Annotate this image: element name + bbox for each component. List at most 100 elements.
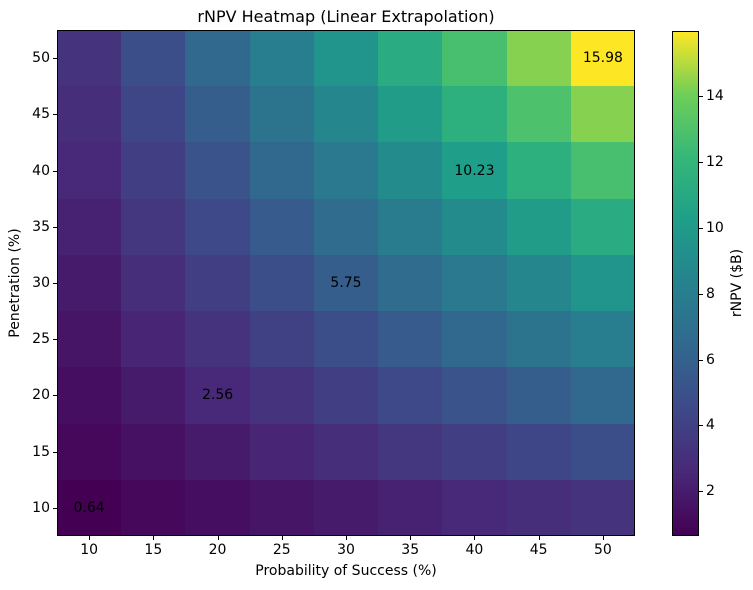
heatmap-plot-area: 0.64 2.56 5.75 10.23 15.98 (57, 30, 635, 536)
heatmap-cell (507, 86, 571, 142)
heatmap-cell (507, 30, 571, 86)
y-tick-label: 20 (32, 387, 50, 404)
colorbar-tick-mark (699, 228, 703, 229)
heatmap-cell (250, 367, 314, 424)
heatmap-cell (442, 86, 507, 142)
heatmap-cell (442, 311, 507, 367)
y-tick-label: 10 (32, 499, 50, 516)
y-tick-mark (53, 283, 57, 284)
colorbar-tick-label: 10 (706, 219, 724, 236)
heatmap-cell (57, 142, 121, 199)
heatmap-cell (507, 311, 571, 367)
colorbar-tick-label: 6 (706, 351, 715, 368)
heatmap-cell (57, 311, 121, 367)
heatmap-cell (378, 311, 442, 367)
heatmap-cell (442, 30, 507, 86)
heatmap-cell (314, 367, 378, 424)
y-axis-label: Penetration (%) (7, 228, 23, 338)
x-tick-label: 10 (80, 542, 99, 558)
x-tick-label: 15 (144, 542, 163, 558)
colorbar-tick-mark (699, 294, 703, 295)
colorbar-tick-label: 12 (706, 154, 724, 171)
x-tick-label: 20 (208, 542, 227, 558)
heatmap-cell (185, 142, 250, 199)
heatmap-cell (250, 480, 314, 536)
heatmap-cell (250, 86, 314, 142)
heatmap-cell (378, 86, 442, 142)
heatmap-cell (250, 30, 314, 86)
heatmap-cell (185, 255, 250, 311)
heatmap-cell (57, 424, 121, 480)
y-tick-mark (53, 114, 57, 115)
heatmap-cell (121, 255, 185, 311)
heatmap-cell (571, 30, 635, 86)
heatmap-cell (378, 142, 442, 199)
heatmap-cell (442, 424, 507, 480)
y-tick-mark (53, 227, 57, 228)
heatmap-cell (57, 30, 121, 86)
colorbar-tick-label: 4 (706, 417, 715, 434)
cell-value-annotation: 0.64 (73, 499, 105, 516)
y-tick-label: 25 (32, 331, 50, 348)
colorbar-tick-mark (699, 425, 703, 426)
heatmap-cell (507, 480, 571, 536)
heatmap-cell (314, 311, 378, 367)
cell-value-annotation: 15.98 (582, 50, 623, 67)
x-tick-label: 50 (593, 542, 612, 558)
heatmap-cell (121, 142, 185, 199)
heatmap-cell (571, 311, 635, 367)
x-tick-mark (218, 536, 219, 540)
heatmap-cell (314, 142, 378, 199)
x-tick-mark (539, 536, 540, 540)
heatmap-cell (250, 142, 314, 199)
heatmap-cell (250, 311, 314, 367)
y-tick-label: 50 (32, 50, 50, 67)
heatmap-cell (442, 255, 507, 311)
colorbar-tick-label: 8 (706, 285, 715, 302)
heatmap-cell (121, 30, 185, 86)
heatmap-cell (250, 255, 314, 311)
colorbar-tick-label: 14 (706, 88, 724, 105)
heatmap-cell (185, 480, 250, 536)
x-tick-label: 45 (529, 542, 548, 558)
y-tick-label: 40 (32, 162, 50, 179)
heatmap-cell (314, 480, 378, 536)
heatmap-cell (121, 311, 185, 367)
heatmap-cell (57, 367, 121, 424)
heatmap-cell (378, 255, 442, 311)
heatmap-cell (507, 255, 571, 311)
x-tick-mark (603, 536, 604, 540)
heatmap-cell (185, 199, 250, 255)
heatmap-cell (442, 199, 507, 255)
heatmap-cell (121, 480, 185, 536)
heatmap-cell (314, 199, 378, 255)
heatmap-cell (571, 86, 635, 142)
heatmap-cell (185, 30, 250, 86)
colorbar-tick-label: 2 (706, 483, 715, 500)
y-tick-label: 45 (32, 106, 50, 123)
heatmap-cell (185, 367, 250, 424)
x-tick-mark (282, 536, 283, 540)
heatmap-cell (185, 424, 250, 480)
heatmap-cell (507, 142, 571, 199)
heatmap-cell (185, 311, 250, 367)
y-tick-label: 35 (32, 218, 50, 235)
heatmap-cell (378, 424, 442, 480)
heatmap-cell (121, 199, 185, 255)
heatmap-cell (121, 424, 185, 480)
heatmap-cell (314, 424, 378, 480)
x-tick-label: 35 (401, 542, 420, 558)
heatmap-cell (250, 199, 314, 255)
chart-title: rNPV Heatmap (Linear Extrapolation) (197, 7, 495, 26)
heatmap-cell (378, 367, 442, 424)
heatmap-cell (314, 86, 378, 142)
colorbar-tick-mark (699, 162, 703, 163)
heatmap-cell (378, 30, 442, 86)
heatmap-cell (378, 199, 442, 255)
heatmap-cell (121, 367, 185, 424)
y-tick-mark (53, 508, 57, 509)
y-tick-label: 15 (32, 443, 50, 460)
x-tick-label: 30 (337, 542, 355, 558)
x-tick-label: 40 (465, 542, 484, 558)
